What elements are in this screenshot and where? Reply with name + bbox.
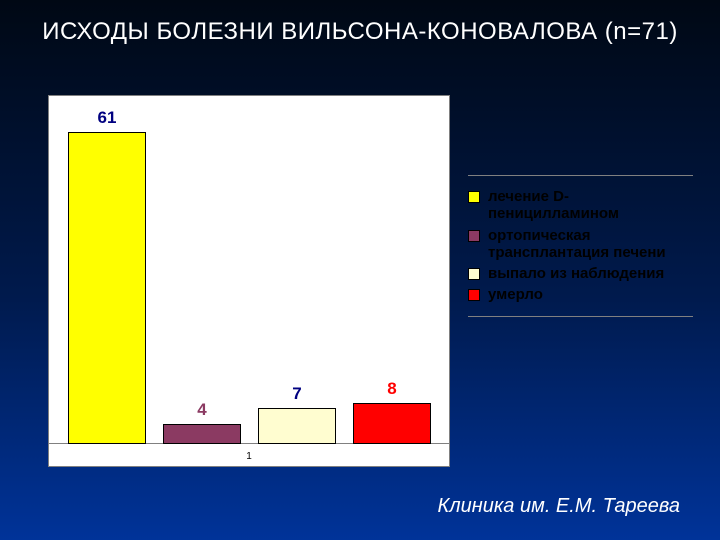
legend-item-1: ортопическая трансплантация печени	[468, 227, 693, 262]
legend-item-0: лечение D-пеницилламином	[468, 188, 693, 223]
legend-label-2: выпало из наблюдения	[488, 265, 664, 282]
legend-swatch-0	[468, 191, 480, 203]
bar-2	[258, 408, 336, 444]
bar-0	[68, 132, 146, 444]
chart-plot-area: 1 61 4 7 8	[48, 95, 450, 467]
bar-label-1: 4	[163, 400, 241, 420]
legend-item-3: умерло	[468, 286, 693, 303]
credit-text: Клиника им. Е.М. Тареева	[438, 495, 680, 518]
legend-divider-bottom	[468, 316, 693, 317]
legend-swatch-2	[468, 268, 480, 280]
legend-label-1: ортопическая трансплантация печени	[488, 227, 693, 262]
slide-title: ИСХОДЫ БОЛЕЗНИ ВИЛЬСОНА-КОНОВАЛОВА (n=71…	[0, 18, 720, 46]
legend-items: лечение D-пеницилламином ортопическая тр…	[468, 176, 693, 316]
bar-1	[163, 424, 241, 444]
legend-item-2: выпало из наблюдения	[468, 265, 693, 282]
legend-label-0: лечение D-пеницилламином	[488, 188, 693, 223]
legend-label-3: умерло	[488, 286, 543, 303]
slide: ИСХОДЫ БОЛЕЗНИ ВИЛЬСОНА-КОНОВАЛОВА (n=71…	[0, 0, 720, 540]
x-axis-label: 1	[49, 451, 449, 462]
bar-label-2: 7	[258, 384, 336, 404]
legend-swatch-1	[468, 230, 480, 242]
bar-label-3: 8	[353, 379, 431, 399]
bar-3	[353, 403, 431, 444]
legend-swatch-3	[468, 289, 480, 301]
legend: лечение D-пеницилламином ортопическая тр…	[468, 175, 693, 317]
bar-label-0: 61	[68, 108, 146, 128]
